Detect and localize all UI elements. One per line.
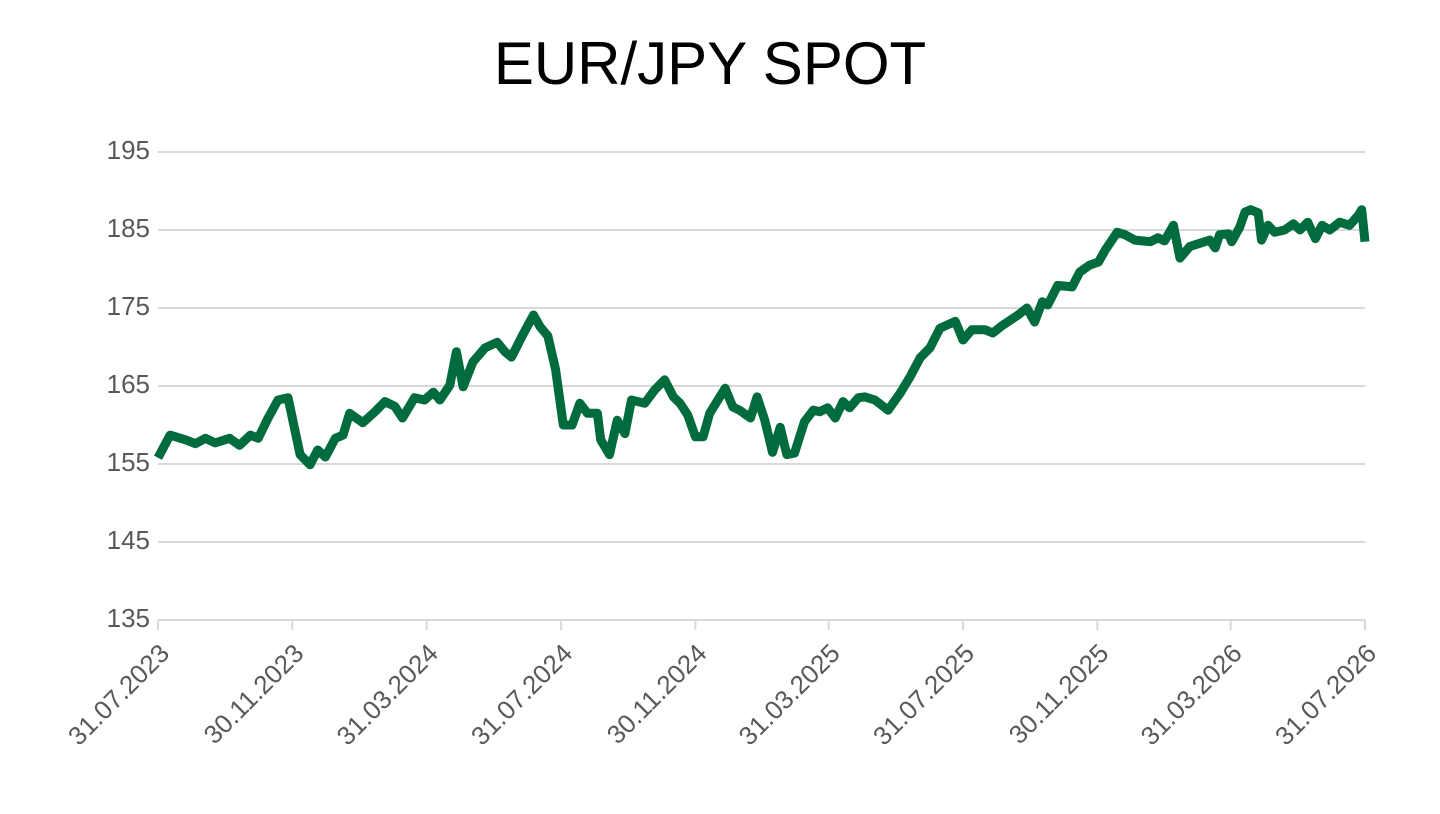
x-tick-label: 30.11.2024 [601, 638, 713, 750]
x-tick-label: 31.07.2024 [465, 638, 578, 751]
y-tick-label: 195 [107, 135, 150, 165]
y-tick-label: 135 [107, 603, 150, 633]
x-tick-label: 31.07.2023 [62, 638, 175, 751]
y-tick-label: 145 [107, 525, 150, 555]
x-tick-label: 31.03.2025 [733, 638, 846, 751]
x-tick-label: 31.07.2026 [1269, 638, 1382, 751]
y-tick-label: 165 [107, 369, 150, 399]
x-tick-label: 31.03.2026 [1135, 638, 1248, 751]
x-tick-label: 30.11.2025 [1003, 638, 1115, 750]
y-tick-label: 175 [107, 291, 150, 321]
y-tick-label: 155 [107, 447, 150, 477]
y-tick-label: 185 [107, 213, 150, 243]
x-tick-label: 30.11.2023 [198, 638, 310, 750]
x-tick-label: 31.07.2025 [867, 638, 980, 751]
series-line [154, 205, 1370, 470]
x-tick-label: 31.03.2024 [331, 638, 444, 751]
chart-title: EUR/JPY SPOT [494, 30, 926, 97]
